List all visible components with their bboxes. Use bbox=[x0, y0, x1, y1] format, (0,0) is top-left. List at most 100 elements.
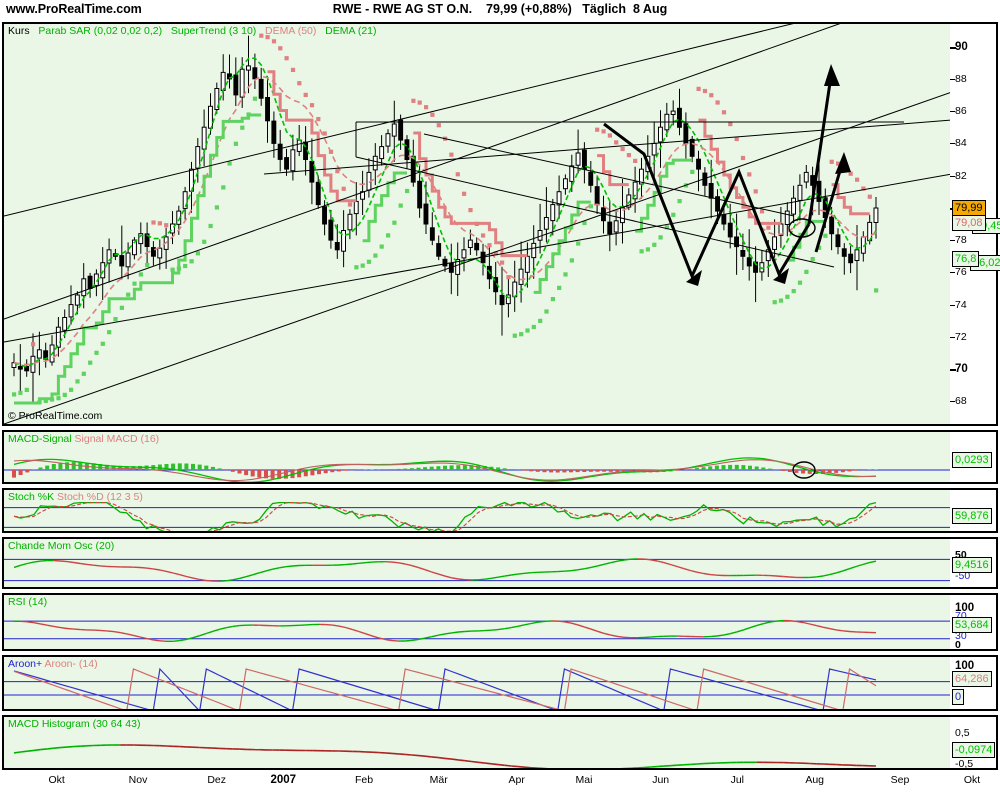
macd-legend: MACD-Signal Signal MACD (16) bbox=[8, 433, 159, 445]
chande-y-axis[interactable]: 50 -50 9,4516 bbox=[950, 539, 996, 587]
indicator-panel-stochastic[interactable]: Stoch %K Stoch %D (12 3 5) 59,876 bbox=[2, 488, 998, 533]
macd-plot-area[interactable] bbox=[4, 432, 996, 482]
price-tick-78: 78 bbox=[955, 234, 967, 247]
chande-legend: Chande Mom Osc (20) bbox=[8, 540, 114, 552]
x-axis-label-Mai: Mai bbox=[575, 774, 593, 786]
stoch-value-flag: 59,876 bbox=[952, 508, 992, 524]
indicator-panel-macd[interactable]: MACD-Signal Signal MACD (16) 0,0293 bbox=[2, 430, 998, 484]
x-axis-label-Sep: Sep bbox=[890, 774, 910, 786]
x-axis[interactable]: Okt Nov Dez 2007 Feb Mär Apr Mai Jun Jul Aug Sep Okt bbox=[0, 770, 1000, 800]
stoch-plot-area[interactable] bbox=[4, 490, 996, 531]
aroon-legend: Aroon+ Aroon- (14) bbox=[8, 658, 98, 670]
price-tick-mark bbox=[950, 401, 955, 403]
indicator-panel-aroon[interactable]: Aroon+ Aroon- (14) 100 64,286 0 bbox=[2, 655, 998, 711]
site-url: www.ProRealTime.com bbox=[6, 2, 142, 16]
price-plot-area[interactable] bbox=[4, 24, 996, 424]
x-axis-label-Okt: Okt bbox=[48, 774, 65, 786]
aroon-y-axis[interactable]: 100 64,286 0 bbox=[950, 657, 996, 709]
rsi-y-axis[interactable]: 100 70 30 0 53,684 bbox=[950, 595, 996, 651]
indicator-panel-chande[interactable]: Chande Mom Osc (20) 50 -50 9,4516 bbox=[2, 537, 998, 589]
price-tick-86: 86 bbox=[955, 105, 967, 118]
legend-aroon-up: Aroon+ bbox=[8, 658, 43, 670]
macd-hist-y-axis[interactable]: 0,5 -0,5 -0,0974 bbox=[950, 717, 996, 770]
price-tick-mark bbox=[950, 78, 955, 80]
x-axis-label-2007: 2007 bbox=[270, 774, 297, 786]
chande-tick-50: 50 bbox=[955, 549, 967, 561]
x-axis-label-Mär: Mär bbox=[429, 774, 448, 786]
rsi-tick-0: 0 bbox=[955, 639, 961, 651]
legend-chande: Chande Mom Osc (20) bbox=[8, 540, 115, 552]
price-flag-1: 79,08 bbox=[952, 214, 986, 231]
price-chart-panel[interactable]: Kurs Parab SAR (0,02 0,02 0,2) SuperTren… bbox=[2, 22, 1000, 426]
macd-svg bbox=[4, 457, 952, 482]
price-tick-68: 68 bbox=[955, 395, 967, 408]
price-chart-svg bbox=[4, 24, 952, 424]
macd-value-flag: 0,0293 bbox=[952, 452, 992, 468]
legend-kurs: Kurs bbox=[8, 25, 30, 37]
legend-macd-signal: MACD-Signal bbox=[8, 433, 72, 445]
indicator-panel-macd-histogram[interactable]: MACD Histogram (30 64 43) 0,5 -0,5 -0,09… bbox=[2, 715, 998, 770]
price-tick-mark bbox=[950, 240, 955, 242]
macd-hist-tick-upper: 0,5 bbox=[955, 727, 970, 739]
aroon-tick-100: 100 bbox=[955, 660, 975, 672]
price-tick-mark bbox=[950, 175, 955, 177]
aroon-svg bbox=[4, 667, 952, 709]
rsi-svg bbox=[4, 619, 952, 642]
chande-value-flag: 9,4516 bbox=[952, 557, 992, 573]
x-axis-label-Jun: Jun bbox=[652, 774, 670, 786]
macd-hist-tick-lower: -0,5 bbox=[955, 758, 974, 770]
x-axis-label-Apr: Apr bbox=[508, 774, 525, 786]
stoch-y-axis[interactable]: 59,876 bbox=[950, 490, 996, 531]
stoch-legend: Stoch %K Stoch %D (12 3 5) bbox=[8, 491, 143, 503]
macd-hist-value-flag: -0,0974 bbox=[952, 742, 996, 758]
instrument-title: RWE - RWE AG ST O.N. 79,99 (+0,88%) Tägl… bbox=[0, 2, 1000, 16]
price-flag-0: 79,99 bbox=[952, 200, 986, 216]
price-tick-mark bbox=[950, 336, 955, 338]
instrument-title-text: RWE - RWE AG ST O.N. 79,99 (+0,88%) Tägl… bbox=[332, 2, 668, 16]
price-tick-mark bbox=[950, 369, 956, 372]
legend-macd: MACD (16) bbox=[106, 433, 160, 445]
price-tick-74: 74 bbox=[955, 298, 967, 311]
legend-dema-50: DEMA (50) bbox=[265, 25, 317, 37]
price-tick-76: 76 bbox=[955, 266, 967, 279]
rsi-plot-area[interactable] bbox=[4, 595, 996, 649]
rsi-legend: RSI (14) bbox=[8, 596, 47, 608]
macd-y-axis[interactable]: 0,0293 bbox=[950, 432, 996, 482]
price-y-axis[interactable]: 90888684828078767472706879,9979,0879,457… bbox=[950, 24, 1000, 424]
rsi-value-flag: 53,684 bbox=[952, 617, 992, 633]
chande-tick-minus-50: -50 bbox=[955, 570, 971, 582]
legend-macd-histogram: MACD Histogram (30 64 43) bbox=[8, 718, 141, 730]
macd-hist-legend: MACD Histogram (30 64 43) bbox=[8, 718, 140, 730]
price-tick-mark bbox=[950, 304, 955, 306]
price-tick-mark bbox=[950, 272, 955, 274]
macd-hist-svg bbox=[13, 744, 877, 768]
x-axis-label-Aug: Aug bbox=[805, 774, 825, 786]
rsi-tick-70: 70 bbox=[955, 610, 967, 622]
title-bar: www.ProRealTime.com RWE - RWE AG ST O.N.… bbox=[0, 0, 1000, 21]
indicator-panel-rsi[interactable]: RSI (14) 100 70 30 0 53,684 bbox=[2, 593, 998, 651]
chande-plot-area[interactable] bbox=[4, 539, 996, 587]
x-axis-label-Feb: Feb bbox=[354, 774, 374, 786]
aroon-plot-area[interactable] bbox=[4, 657, 996, 709]
price-legend: Kurs Parab SAR (0,02 0,02 0,2) SuperTren… bbox=[8, 25, 377, 37]
price-tick-90: 90 bbox=[955, 40, 968, 53]
x-axis-label-Nov: Nov bbox=[128, 774, 148, 786]
legend-dema-21: DEMA (21) bbox=[325, 25, 377, 37]
x-axis-label-Dez: Dez bbox=[207, 774, 227, 786]
macd-hist-plot-area[interactable] bbox=[4, 717, 996, 768]
price-flag-3: 76,8 bbox=[952, 251, 980, 267]
aroon-up-value-flag: 0 bbox=[952, 689, 965, 705]
price-tick-mark bbox=[950, 46, 956, 49]
price-tick-88: 88 bbox=[955, 72, 967, 85]
price-tick-82: 82 bbox=[955, 169, 967, 182]
x-axis-label-Jul: Jul bbox=[730, 774, 745, 786]
legend-stoch-k: Stoch %K bbox=[8, 491, 55, 503]
price-tick-mark bbox=[950, 143, 955, 145]
chande-svg bbox=[4, 558, 952, 582]
legend-supertrend: SuperTrend (3 10) bbox=[170, 25, 257, 37]
legend-parabolic-sar: Parab SAR (0,02 0,02 0,2) bbox=[38, 25, 163, 37]
price-tick-mark bbox=[950, 111, 955, 113]
price-tick-70: 70 bbox=[955, 363, 968, 376]
legend-aroon-down: Aroon- (14) bbox=[44, 658, 98, 670]
x-axis-label-Okt: Okt bbox=[963, 774, 981, 786]
